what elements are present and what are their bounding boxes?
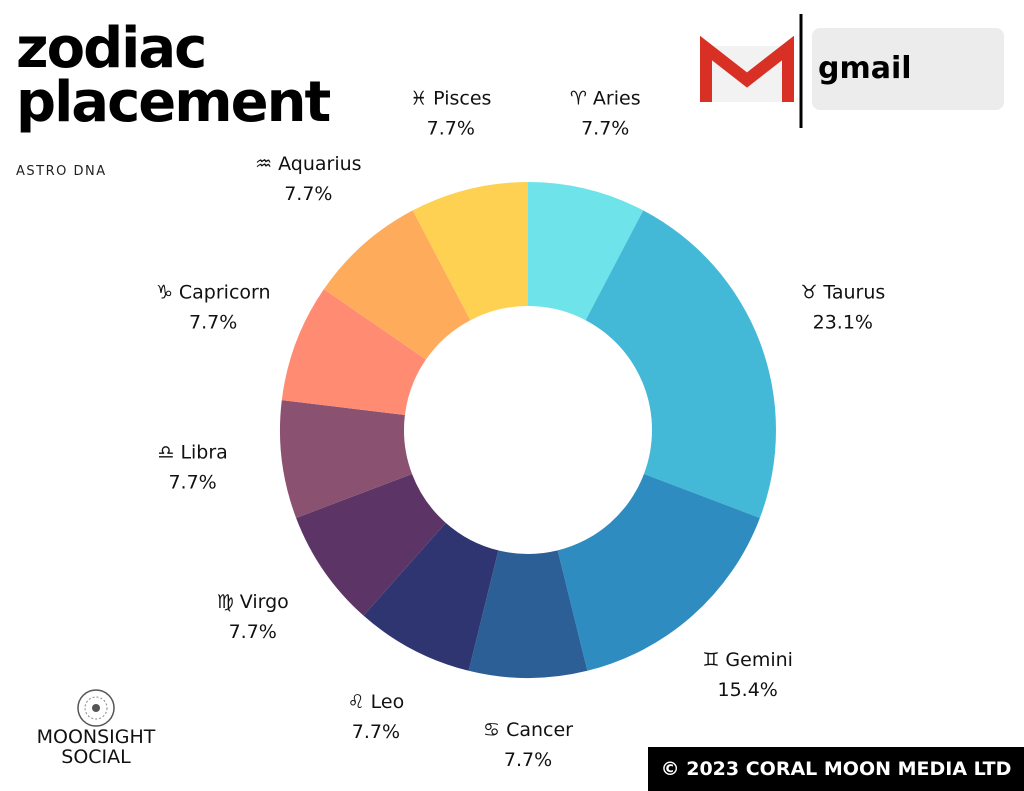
gmail-m [700,35,794,102]
donut-slice [296,473,446,616]
slice-label: ♒ Aquarius [255,153,362,175]
donut-slice [323,210,471,360]
logo-text: MOONSIGHT SOCIAL [36,726,156,768]
donut-slice [585,210,776,518]
value-label: 7.7% [504,749,552,771]
value-label: 7.7% [581,118,629,140]
logo-dots [84,696,108,720]
value-label: 7.7% [352,721,400,743]
chart-title: zodiac placement [16,16,331,135]
donut-slice [280,400,413,518]
slice-label: ♈ Aries [570,88,641,110]
logo-icon [77,689,115,727]
slice-label: ♊ Gemini [702,649,793,671]
slice-label: ♋ Cancer [483,719,573,741]
logo-ring [77,689,115,727]
value-label: 7.7% [284,183,332,205]
logo-center [92,704,100,712]
slice-label: ♌ Leo [348,691,405,713]
slice-label: ♉ Taurus [800,282,885,304]
value-label: 15.4% [717,679,777,701]
value-label: 7.7% [427,118,475,140]
slice-label: ♍ Virgo [217,591,289,613]
slice-label: ♎ Libra [157,442,227,464]
donut-slice [412,182,528,321]
slice-label: ♓ Pisces [410,88,491,110]
slice-label: ♑ Capricorn [156,282,271,304]
copyright: © 2023 CORAL MOON MEDIA LTD [648,747,1024,791]
value-label: 23.1% [813,312,873,334]
donut-slice [363,522,499,671]
donut-slice [468,550,588,678]
gmail-label: gmail [812,28,1004,110]
gmail-icon [700,14,803,128]
donut-slice [281,289,426,416]
chart-subtitle: ASTRO DNA [16,164,107,179]
value-label: 7.7% [168,472,216,494]
value-label: 7.7% [189,312,237,334]
donut-slice [528,182,644,321]
value-label: 7.7% [229,621,277,643]
donut-slice [557,473,760,671]
